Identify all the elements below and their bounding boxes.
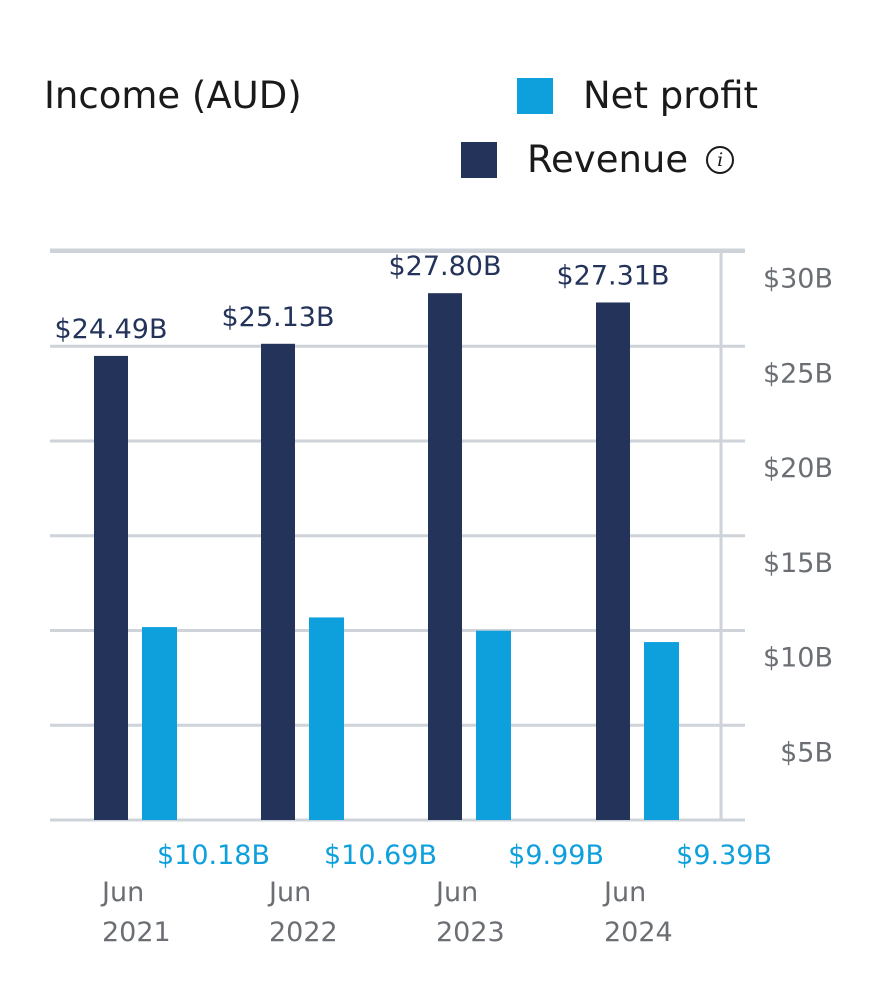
legend-label-net-profit: Net profit — [583, 74, 759, 117]
legend-item-net-profit: Net profit — [517, 72, 758, 120]
x-tick-label-year: 2023 — [436, 917, 505, 948]
info-icon[interactable]: i — [706, 146, 735, 174]
y-tick-label: $5B — [780, 737, 833, 768]
x-tick-label-year: 2022 — [269, 917, 338, 948]
chart-title: Income (AUD) — [44, 74, 302, 117]
x-tick-label-month: Jun — [602, 877, 646, 908]
revenue-value-label: $27.31B — [557, 260, 670, 291]
x-tick-label-month: Jun — [434, 877, 478, 908]
revenue-value-label: $24.49B — [55, 314, 168, 345]
net-profit-value-label: $10.69B — [324, 840, 437, 871]
y-tick-label: $20B — [763, 453, 833, 484]
net-profit-bar — [309, 617, 344, 820]
revenue-value-label: $27.80B — [389, 251, 502, 282]
x-tick-label-month: Jun — [267, 877, 311, 908]
revenue-value-label: $25.13B — [222, 302, 335, 333]
y-tick-label: $25B — [763, 358, 833, 389]
net-profit-value-label: $9.99B — [508, 840, 604, 871]
net-profit-value-label: $10.18B — [157, 840, 270, 871]
revenue-bar — [94, 355, 128, 820]
revenue-bar — [261, 343, 295, 820]
revenue-bar — [428, 293, 462, 820]
x-tick-label-year: 2024 — [604, 917, 673, 948]
legend-item-revenue: Revenue i — [461, 136, 735, 184]
y-tick-label: $30B — [763, 264, 833, 295]
net-profit-bar — [644, 642, 679, 820]
revenue-bar — [596, 302, 630, 821]
legend-swatch-net-profit — [517, 78, 553, 114]
legend-label-revenue: Revenue — [527, 138, 689, 181]
net-profit-bar — [142, 627, 177, 820]
net-profit-value-label: $9.39B — [676, 840, 772, 871]
y-tick-label: $10B — [763, 643, 833, 674]
y-tick-label: $15B — [763, 548, 833, 579]
x-tick-label-year: 2021 — [102, 917, 171, 948]
legend-swatch-revenue — [461, 142, 497, 178]
net-profit-bar — [476, 630, 511, 820]
x-tick-label-month: Jun — [100, 877, 144, 908]
